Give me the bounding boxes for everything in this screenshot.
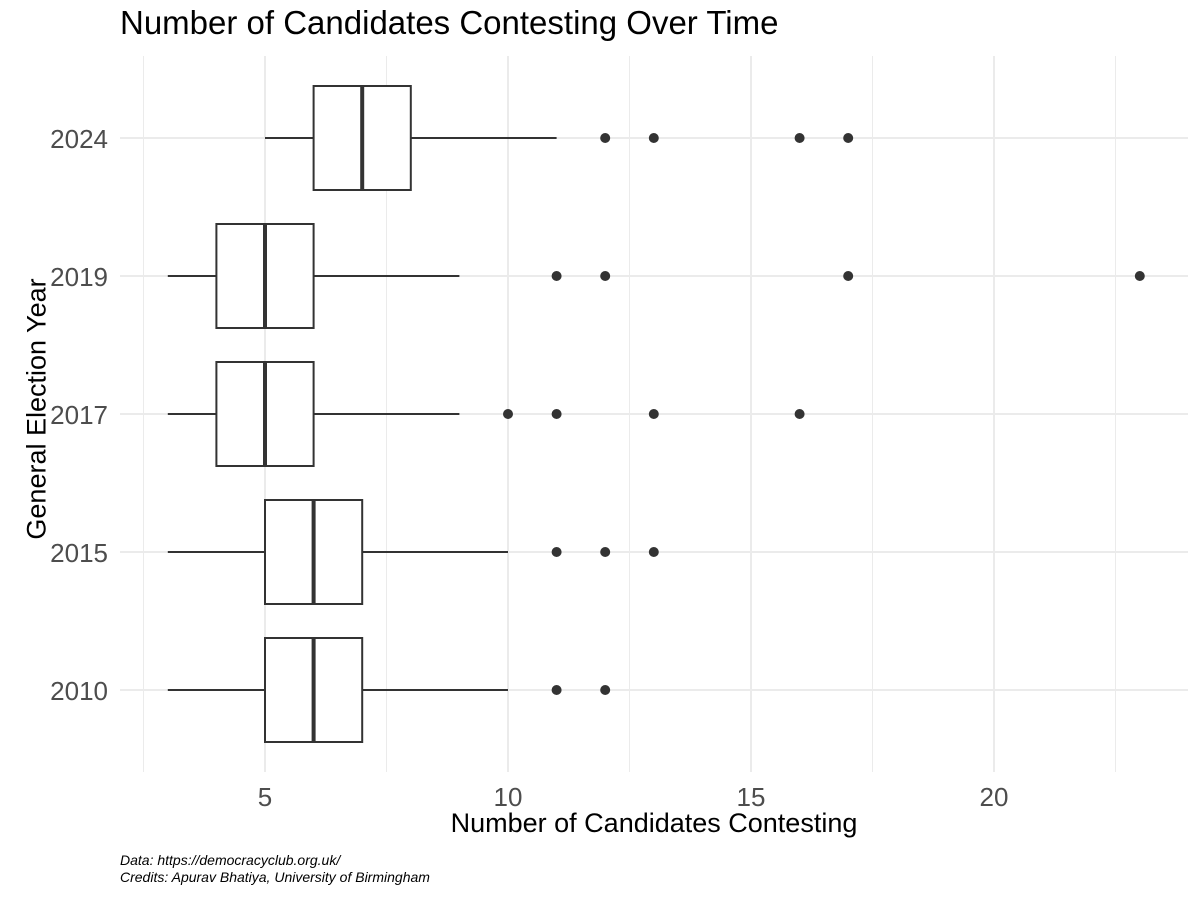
outlier-point [503, 409, 513, 419]
x-tick-label: 10 [494, 782, 523, 812]
outlier-point [600, 547, 611, 557]
box-2017 [167, 361, 805, 467]
x-tick-label: 15 [737, 782, 766, 812]
outlier-point [551, 409, 562, 419]
axis-layer: 2010 2015 2017 2019 2024 5 10 15 20 [50, 124, 1008, 812]
y-axis-label: General Election Year [21, 278, 52, 540]
caption-data-source: Data: https://democracyclub.org.uk/ [120, 852, 341, 868]
outlier-point [648, 409, 659, 419]
outlier-point [551, 271, 562, 281]
x-axis-label: Number of Candidates Contesting [450, 808, 858, 838]
y-tick-label: 2015 [50, 538, 108, 568]
y-tick-label: 2017 [50, 400, 108, 430]
box-2015 [167, 499, 659, 605]
outlier-point [794, 133, 805, 143]
outlier-point [648, 547, 659, 557]
outlier-point [794, 409, 805, 419]
outlier-point [1134, 271, 1145, 281]
outlier-point [551, 547, 562, 557]
box-2010 [167, 637, 611, 743]
y-tick-label: 2024 [50, 124, 108, 154]
y-tick-label: 2019 [50, 262, 108, 292]
y-tick-label: 2010 [50, 676, 108, 706]
outlier-point [551, 685, 562, 695]
outlier-point [648, 133, 659, 143]
x-tick-label: 5 [258, 782, 272, 812]
outlier-point [843, 133, 854, 143]
outlier-point [600, 685, 611, 695]
outlier-point [600, 271, 611, 281]
outlier-point [600, 133, 611, 143]
caption-credits: Credits: Apurav Bhatiya, University of B… [120, 869, 430, 885]
outlier-point [843, 271, 854, 281]
box-2024 [265, 85, 854, 191]
chart-title: Number of Candidates Contesting Over Tim… [120, 4, 779, 41]
box-2019 [167, 223, 1145, 329]
x-tick-label: 20 [980, 782, 1009, 812]
box-layer [167, 85, 1145, 743]
